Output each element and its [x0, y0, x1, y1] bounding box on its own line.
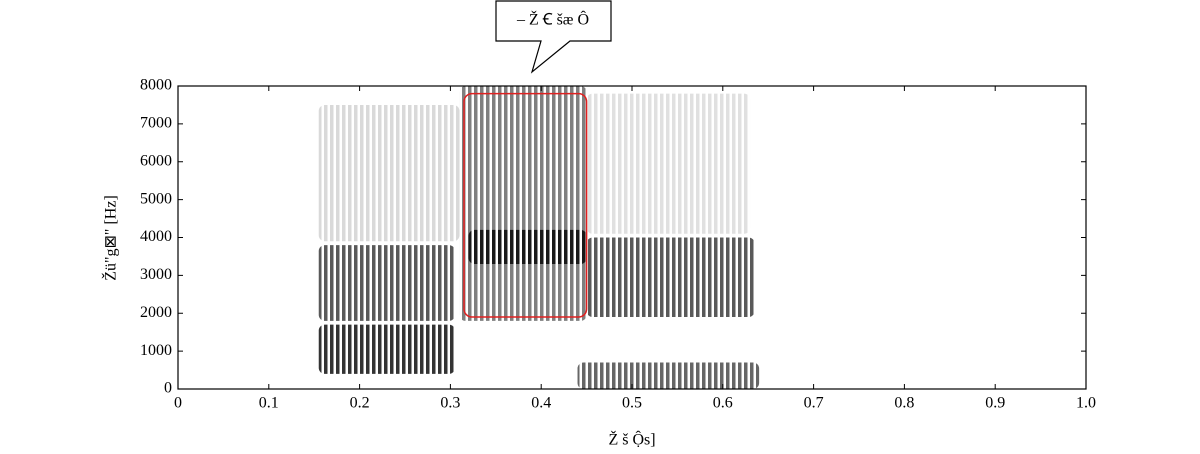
spectral-energy — [586, 93, 751, 234]
x-tick-label: 0.2 — [350, 395, 370, 412]
y-tick-label: 6000 — [140, 152, 172, 169]
y-tick-label: 5000 — [140, 190, 172, 207]
callout-box — [495, 0, 612, 74]
callout-text: – Ž Ꞓ šæ Ô — [516, 10, 589, 29]
spectral-energy — [318, 245, 455, 321]
spectral-energy — [468, 229, 587, 265]
x-axis-label: Ž š Ộs] — [608, 430, 655, 449]
y-tick-label: 0 — [164, 380, 172, 397]
y-tick-label: 3000 — [140, 266, 172, 283]
spectral-energy — [586, 237, 755, 318]
x-tick-label: 0.9 — [985, 395, 1005, 412]
x-tick-label: 0.6 — [713, 395, 733, 412]
x-tick-label: 0.3 — [440, 395, 460, 412]
y-tick-label: 4000 — [140, 228, 172, 245]
y-axis-label: Žü"g⊠" [Hz] — [101, 195, 120, 281]
x-tick-label: 0.7 — [804, 395, 824, 412]
y-tick-label: 7000 — [140, 115, 172, 132]
x-tick-label: 0.5 — [622, 395, 642, 412]
y-tick-label: 1000 — [140, 342, 172, 359]
spectral-energy — [577, 362, 760, 389]
y-tick-label: 8000 — [140, 77, 172, 94]
y-tick-label: 2000 — [140, 304, 172, 321]
x-tick-label: 0 — [174, 395, 182, 412]
spectral-energy — [459, 86, 587, 321]
x-tick-label: 0.8 — [894, 395, 914, 412]
spectral-energy — [318, 324, 455, 374]
x-tick-label: 0.1 — [259, 395, 279, 412]
spectral-energy — [318, 104, 460, 242]
plot-area — [318, 86, 760, 389]
x-tick-label: 1.0 — [1076, 395, 1096, 412]
highlight-box — [463, 92, 588, 318]
x-tick-label: 0.4 — [531, 395, 551, 412]
